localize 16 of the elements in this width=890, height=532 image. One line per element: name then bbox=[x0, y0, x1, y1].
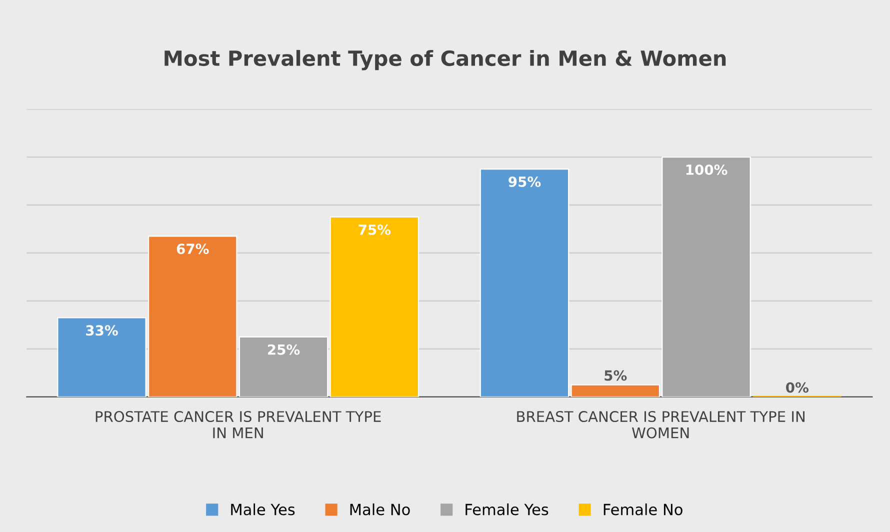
data-label: 25% bbox=[268, 344, 300, 355]
bar bbox=[330, 216, 420, 397]
data-label: 95% bbox=[508, 176, 541, 187]
chart-title: Most Prevalent Type of Cancer in Men & Women bbox=[164, 50, 726, 70]
legend-label: Female Yes bbox=[466, 503, 548, 516]
x-tick-label: BREAST CANCER IS PREVALENT TYPE IN WOMEN bbox=[517, 411, 804, 438]
data-label: 67% bbox=[176, 244, 209, 254]
x-tick-label: PROSTATE CANCER IS PREVALENT TYPE IN MEN bbox=[96, 411, 381, 438]
data-label: 33% bbox=[86, 325, 118, 336]
legend-label: Female No bbox=[604, 503, 682, 516]
legend-label: Male No bbox=[350, 503, 410, 516]
data-label: 100% bbox=[686, 164, 728, 175]
data-label: 0% bbox=[786, 382, 809, 393]
data-label: 75% bbox=[358, 224, 391, 235]
legend-label: Male Yes bbox=[231, 503, 295, 516]
data-label: 5% bbox=[604, 370, 627, 381]
